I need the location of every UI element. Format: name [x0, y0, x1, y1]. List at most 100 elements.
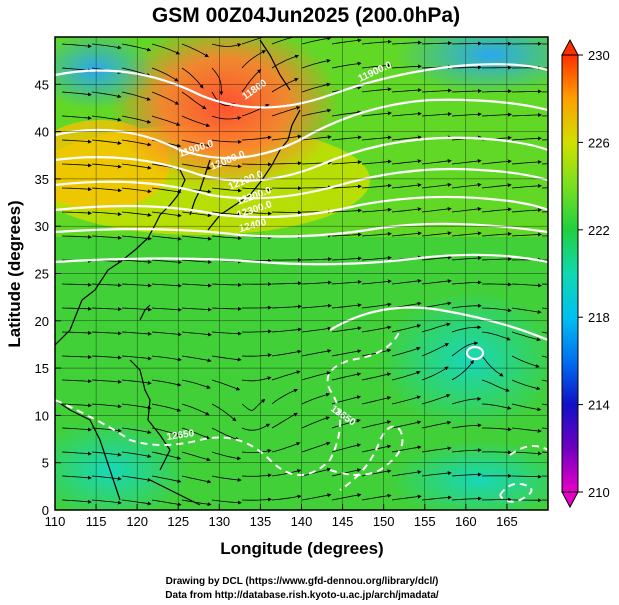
streamline [151, 211, 182, 218]
streamline [241, 473, 272, 478]
streamline [211, 379, 241, 391]
colorbar-top-arrow [561, 38, 579, 56]
y-tick-label: 0 [42, 503, 49, 518]
streamline [241, 211, 272, 216]
streamline [121, 355, 152, 361]
streamline [331, 184, 362, 189]
streamline [301, 467, 332, 477]
streamline [361, 493, 392, 501]
streamline [181, 379, 211, 389]
streamline [511, 136, 542, 141]
streamline [271, 210, 302, 215]
x-tick-label: 115 [86, 514, 107, 529]
x-tick-label: 140 [291, 514, 313, 529]
streamline [211, 282, 242, 287]
contour-12400 [55, 253, 548, 266]
streamline [61, 187, 92, 192]
streamline [181, 283, 212, 288]
x-tick-label: 160 [455, 514, 477, 529]
streamline [511, 403, 542, 412]
field-cool-northeast [395, 37, 548, 95]
streamline [271, 78, 299, 93]
streamline [181, 235, 212, 241]
x-tick-label: 125 [167, 514, 189, 529]
streamline [121, 331, 152, 336]
streamline [151, 499, 182, 507]
streamline [181, 43, 209, 58]
streamline [541, 475, 548, 477]
contour-12500 [329, 306, 548, 342]
dashed-contours [55, 329, 548, 503]
y-axis-label: Latitude (degrees) [5, 200, 24, 347]
streamline [331, 349, 362, 357]
streamline [481, 256, 512, 261]
contour-12300 [55, 222, 548, 238]
coastline-sakhalin [259, 39, 291, 91]
streamline [211, 187, 242, 193]
field-cool-northwest [55, 37, 155, 110]
streamline [211, 451, 242, 461]
streamline [271, 281, 302, 286]
streamline [151, 475, 182, 484]
streamline [361, 325, 392, 333]
streamline [121, 283, 152, 288]
streamline [511, 307, 542, 314]
streamline [271, 494, 302, 501]
streamline [151, 67, 179, 82]
streamline [541, 355, 548, 358]
x-tick-label: 155 [414, 514, 436, 529]
streamline [511, 89, 542, 94]
streamline [451, 359, 474, 381]
streamline [151, 451, 182, 460]
streamline [211, 403, 237, 422]
streamline [361, 420, 392, 429]
streamline [481, 355, 504, 377]
streamline [361, 87, 392, 93]
streamline [421, 471, 452, 477]
streamline [91, 283, 122, 288]
streamline [481, 207, 512, 213]
streamline [271, 134, 302, 141]
streamline [181, 211, 212, 218]
grid [55, 37, 548, 510]
x-axis-label: Longitude (degrees) [220, 539, 383, 558]
streamline [511, 331, 541, 342]
streamline [241, 376, 272, 382]
streamline [541, 451, 548, 453]
streamline [541, 187, 548, 189]
streamline [481, 183, 512, 189]
contour-12650-edge [509, 445, 548, 456]
streamline [361, 372, 392, 381]
streamline [481, 331, 511, 341]
streamline [361, 39, 392, 45]
streamline [301, 37, 332, 45]
streamline [151, 259, 182, 265]
streamline [361, 396, 392, 405]
streamline [151, 331, 182, 337]
streamline [181, 427, 210, 440]
streamline [361, 159, 392, 165]
streamline [91, 427, 122, 433]
streamline [91, 139, 122, 145]
streamline [151, 115, 181, 126]
streamline [331, 303, 362, 309]
x-tick-label: 135 [250, 514, 272, 529]
x-axis: 110 115 120 125 130 135 140 145 150 155 160 165 [45, 504, 518, 529]
streamlines [61, 37, 548, 507]
streamline [361, 255, 392, 261]
streamline [421, 495, 452, 501]
streamline [91, 475, 122, 481]
streamline [391, 40, 422, 45]
streamline [151, 43, 181, 55]
streamline [91, 331, 122, 336]
x-tick-label: 150 [373, 514, 395, 529]
streamline [91, 211, 122, 217]
coastline-borneo [149, 479, 201, 506]
streamline [391, 159, 422, 165]
streamline [211, 43, 242, 47]
streamline [481, 89, 512, 94]
streamline [271, 106, 301, 117]
y-tick-label: 15 [35, 361, 49, 376]
streamline [421, 41, 452, 46]
